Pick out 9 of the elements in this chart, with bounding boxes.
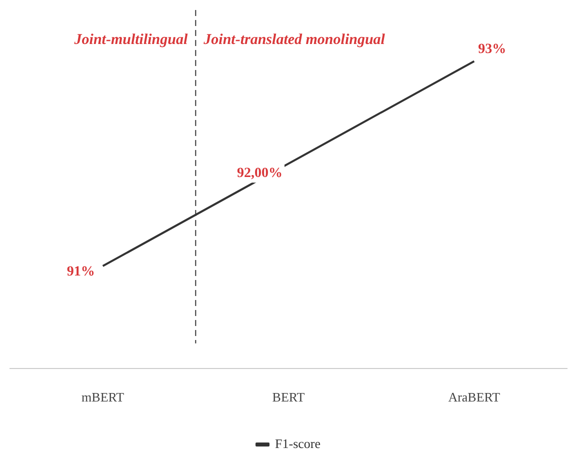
legend-label: F1-score	[275, 436, 321, 451]
annotation: Joint-multilingual	[73, 32, 188, 48]
data-label: 91%	[66, 264, 95, 280]
x-tick-label: mBERT	[82, 390, 124, 405]
x-tick-label: BERT	[272, 390, 305, 405]
data-label: 93%	[478, 42, 506, 57]
annotation: Joint-translated monolingual	[202, 32, 386, 48]
data-label: 92,00%	[237, 166, 282, 182]
x-tick-label: AraBERT	[448, 390, 500, 405]
